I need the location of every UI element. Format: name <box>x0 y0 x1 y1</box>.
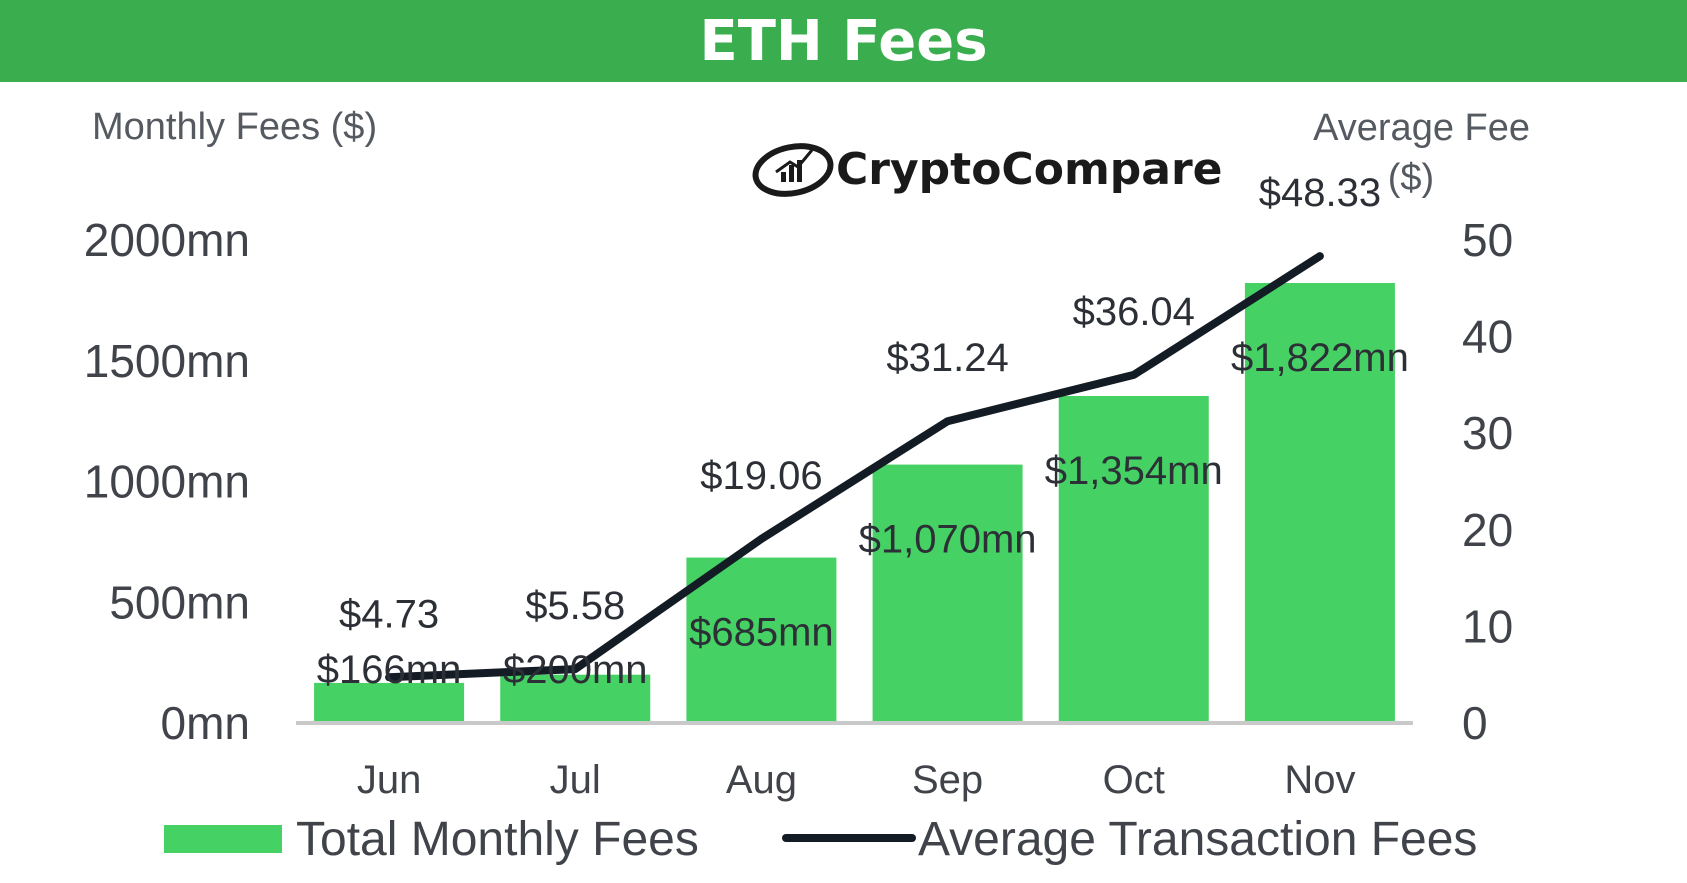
line-data-label: $4.73 <box>339 592 439 636</box>
y-right-tick-label: 0 <box>1462 697 1488 749</box>
line-data-label: $31.24 <box>886 336 1008 380</box>
x-tick-label: Jul <box>550 758 601 802</box>
line-point <box>759 536 764 541</box>
line-data-label: $48.33 <box>1259 171 1381 215</box>
bar <box>872 464 1023 723</box>
bar-data-label: $166mn <box>317 648 462 692</box>
y-right-tick-label: 50 <box>1462 214 1513 266</box>
x-tick-label: Nov <box>1284 758 1355 802</box>
bar-data-label: $1,822mn <box>1231 336 1409 380</box>
x-tick-label: Aug <box>726 758 797 802</box>
bar-data-label: $1,070mn <box>859 518 1037 562</box>
y-right-axis-title-line-1: Average Fee <box>1313 107 1530 149</box>
average-fee-line <box>385 252 1324 682</box>
y-left-tick-label: 500mn <box>109 576 250 628</box>
chart-title: ETH Fees <box>699 8 988 74</box>
line-data-label: $5.58 <box>525 584 625 628</box>
legend-bar-swatch <box>164 825 282 853</box>
logo-wordmark: CryptoCompare <box>836 144 1223 195</box>
legend-line-label: Average Transaction Fees <box>918 813 1477 866</box>
chart-logo-icon <box>752 143 834 197</box>
y-right-axis-title-line-2: ($) <box>1388 157 1434 199</box>
x-tick-label: Jun <box>357 758 422 802</box>
bar <box>686 557 837 723</box>
bar <box>1058 396 1209 723</box>
bar-data-label: $685mn <box>689 611 834 655</box>
bar-data-label: $200mn <box>503 648 648 692</box>
bar <box>314 682 465 723</box>
plot-area: 0mn 500mn 1000mn 1500mn 2000mn 0 10 20 30 40 50 Jun… <box>84 171 1513 802</box>
line-point <box>1317 254 1322 259</box>
line-point <box>1131 372 1136 377</box>
y-left-tick-label: 0mn <box>161 697 250 749</box>
legend-bar-label: Total Monthly Fees <box>296 813 699 866</box>
y-right-tick-label: 30 <box>1462 407 1513 459</box>
y-left-axis-title: Monthly Fees ($) <box>92 106 377 148</box>
y-left-tick-label: 1000mn <box>84 456 250 508</box>
bar <box>1244 282 1395 723</box>
y-right-tick-label: 20 <box>1462 504 1513 556</box>
y-right-tick-label: 40 <box>1462 311 1513 363</box>
x-tick-label: Sep <box>912 758 983 802</box>
cryptocompare-logo: CryptoCompare <box>752 143 1223 197</box>
y-left-tick-label: 1500mn <box>84 335 250 387</box>
line-point <box>945 419 950 424</box>
bar <box>500 674 651 723</box>
line-data-label: $36.04 <box>1073 290 1195 334</box>
line-point <box>387 675 392 680</box>
line-data-label: $19.06 <box>700 454 822 498</box>
legend: Total Monthly Fees Average Transaction F… <box>164 813 1477 866</box>
y-right-tick-label: 10 <box>1462 600 1513 652</box>
line-point <box>573 667 578 672</box>
title-bar <box>0 0 1687 82</box>
x-tick-label: Oct <box>1103 758 1165 802</box>
y-left-tick-label: 2000mn <box>84 214 250 266</box>
bar-data-label: $1,354mn <box>1045 449 1223 493</box>
